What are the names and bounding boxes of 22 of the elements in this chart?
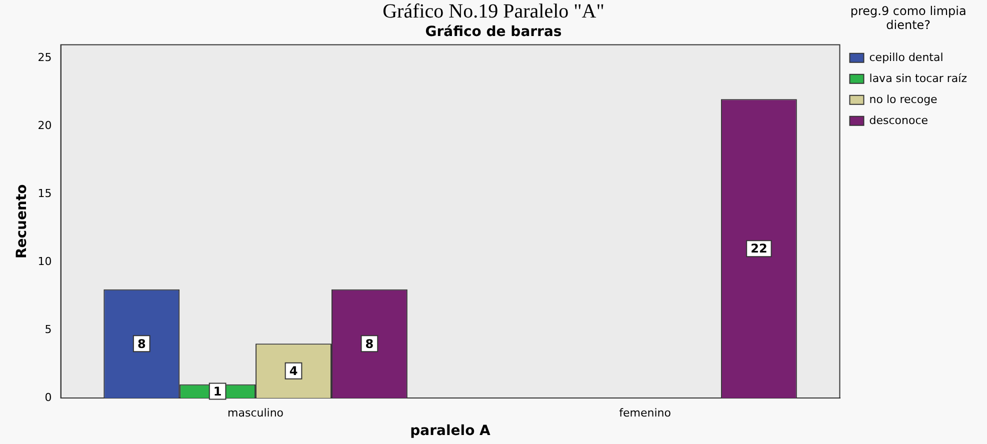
legend-title: preg.9 como limpia diente? bbox=[849, 4, 968, 32]
chart-title: Gráfico No.19 Paralelo "A" bbox=[382, 0, 604, 22]
y-axis-title: Recuento bbox=[14, 184, 30, 259]
data-label: 1 bbox=[213, 384, 222, 398]
data-label: 4 bbox=[289, 364, 298, 378]
y-tick-label: 25 bbox=[38, 51, 52, 64]
x-tick-label: femenino bbox=[619, 406, 672, 420]
x-tick-label: masculino bbox=[228, 406, 284, 420]
chart-subtitle: Gráfico de barras bbox=[425, 24, 562, 40]
x-axis-title: paralelo A bbox=[410, 423, 491, 440]
data-label: 8 bbox=[137, 336, 146, 351]
data-label: 8 bbox=[365, 336, 374, 351]
y-tick-label: 20 bbox=[38, 119, 52, 132]
legend-label: no lo recoge bbox=[869, 92, 938, 106]
y-tick-label: 0 bbox=[44, 390, 52, 404]
legend-label: cepillo dental bbox=[869, 50, 944, 64]
y-tick-label: 15 bbox=[38, 187, 52, 200]
legend-label: lava sin tocar raíz bbox=[869, 72, 968, 85]
data-label: 22 bbox=[750, 242, 768, 256]
y-tick-label: 10 bbox=[38, 255, 52, 268]
legend-label: desconoce bbox=[869, 114, 928, 127]
y-tick-label: 5 bbox=[44, 322, 52, 336]
